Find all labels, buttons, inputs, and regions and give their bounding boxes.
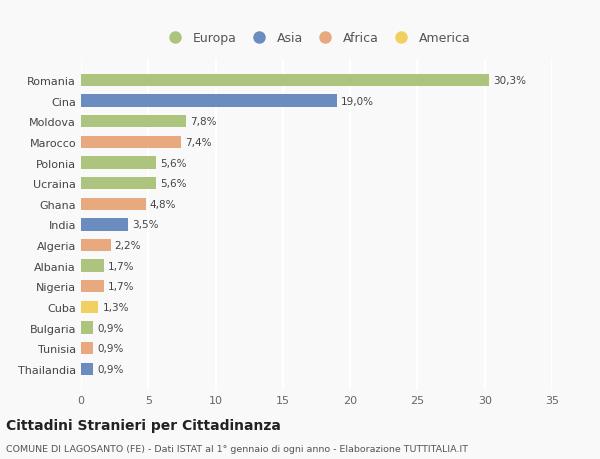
Text: COMUNE DI LAGOSANTO (FE) - Dati ISTAT al 1° gennaio di ogni anno - Elaborazione : COMUNE DI LAGOSANTO (FE) - Dati ISTAT al… <box>6 444 468 453</box>
Legend: Europa, Asia, Africa, America: Europa, Asia, Africa, America <box>160 29 473 48</box>
Text: 1,7%: 1,7% <box>108 261 134 271</box>
Bar <box>81 178 157 190</box>
Bar <box>81 322 93 334</box>
Text: 7,8%: 7,8% <box>190 117 217 127</box>
Bar <box>81 116 186 128</box>
Bar <box>81 219 128 231</box>
Text: 0,9%: 0,9% <box>97 323 124 333</box>
Text: 2,2%: 2,2% <box>115 241 141 251</box>
Text: 30,3%: 30,3% <box>493 76 526 86</box>
Bar <box>81 342 93 354</box>
Text: 0,9%: 0,9% <box>97 343 124 353</box>
Bar <box>81 75 489 87</box>
Bar <box>81 301 98 313</box>
Bar <box>81 239 110 252</box>
Bar <box>81 280 104 293</box>
Text: 0,9%: 0,9% <box>97 364 124 374</box>
Bar <box>81 198 146 211</box>
Text: 1,7%: 1,7% <box>108 282 134 291</box>
Text: 3,5%: 3,5% <box>132 220 158 230</box>
Bar <box>81 363 93 375</box>
Text: 4,8%: 4,8% <box>149 199 176 209</box>
Bar <box>81 157 157 169</box>
Text: 5,6%: 5,6% <box>160 179 187 189</box>
Text: 5,6%: 5,6% <box>160 158 187 168</box>
Bar <box>81 136 181 149</box>
Bar <box>81 260 104 272</box>
Bar <box>81 95 337 107</box>
Text: Cittadini Stranieri per Cittadinanza: Cittadini Stranieri per Cittadinanza <box>6 418 281 432</box>
Text: 1,3%: 1,3% <box>103 302 129 312</box>
Text: 7,4%: 7,4% <box>185 138 211 148</box>
Text: 19,0%: 19,0% <box>341 96 374 106</box>
